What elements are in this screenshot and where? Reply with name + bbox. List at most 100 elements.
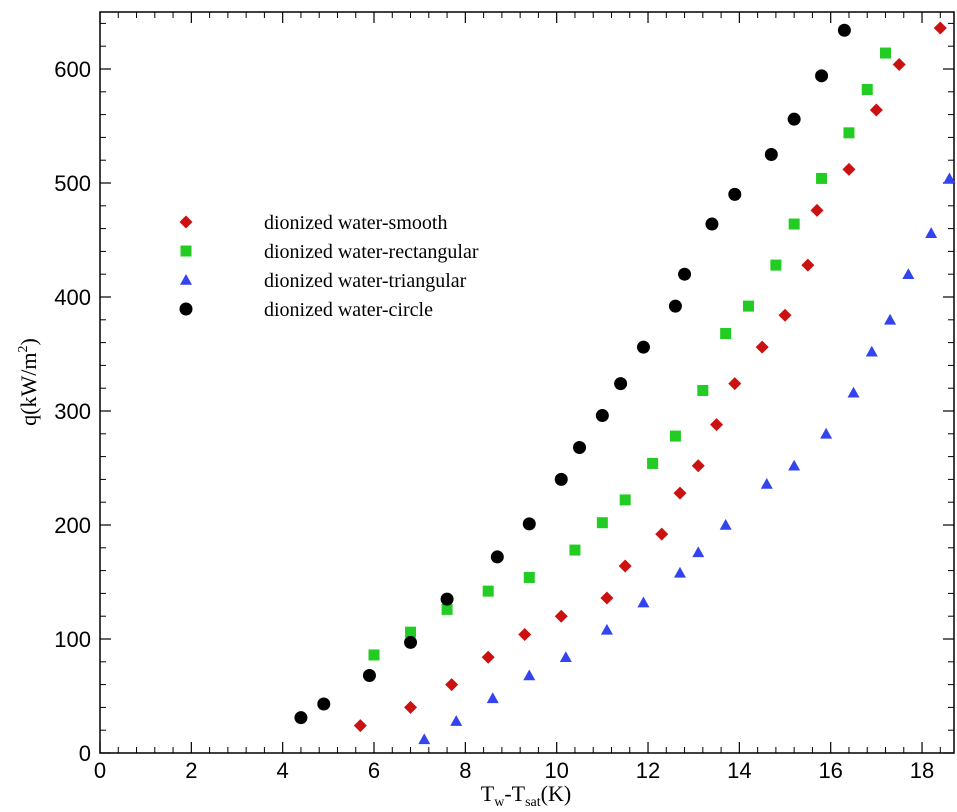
data-point-square xyxy=(647,457,659,469)
y-tick-label: 0 xyxy=(79,741,91,766)
data-point-circle xyxy=(490,550,504,564)
series-dionized-water-triangular xyxy=(418,172,956,745)
data-point-diamond xyxy=(655,527,669,541)
data-point-triangle xyxy=(943,172,956,184)
data-point-square xyxy=(843,127,855,139)
axis-ticks: 0 2 4 6 8 10 12 14 16 18 0 100 200 300 400 500 600 xyxy=(54,12,954,783)
x-label-sub2: sat xyxy=(525,795,541,807)
data-point-circle xyxy=(705,217,719,231)
y-tick-label: 500 xyxy=(54,171,91,196)
series-dionized-water-smooth xyxy=(353,21,947,733)
legend-label: dionized water-circle xyxy=(264,299,433,321)
data-point-circle xyxy=(317,697,331,711)
data-markers xyxy=(294,21,956,745)
x-tick-label: 10 xyxy=(544,758,568,783)
data-point-triangle xyxy=(884,313,897,325)
data-point-triangle xyxy=(559,651,572,663)
data-point-diamond xyxy=(353,719,367,733)
data-point-circle xyxy=(440,592,454,606)
data-point-diamond xyxy=(673,486,687,500)
x-label-unit: (K) xyxy=(541,781,572,806)
x-tick-label: 8 xyxy=(459,758,471,783)
legend: dionized water-smooth dionized water-rect… xyxy=(179,212,479,321)
data-point-diamond xyxy=(600,591,614,605)
y-label-close: ) xyxy=(16,338,41,345)
x-label-sep: -T xyxy=(504,781,525,806)
data-point-square xyxy=(697,384,709,396)
data-point-triangle xyxy=(418,733,431,745)
data-point-circle xyxy=(614,377,628,391)
data-point-square xyxy=(861,84,873,96)
y-tick-label: 300 xyxy=(54,399,91,424)
data-point-diamond xyxy=(481,650,495,664)
data-point-diamond xyxy=(801,258,815,272)
data-point-diamond xyxy=(728,377,742,391)
data-point-diamond xyxy=(554,609,568,623)
data-point-circle xyxy=(837,23,851,37)
y-label-sup: 2 xyxy=(16,346,31,353)
data-point-square xyxy=(368,649,380,661)
data-point-square xyxy=(816,172,828,184)
data-point-diamond xyxy=(892,57,906,71)
data-point-circle xyxy=(787,112,801,126)
data-point-triangle xyxy=(865,345,878,357)
data-point-diamond xyxy=(691,459,705,473)
data-point-diamond xyxy=(933,21,947,35)
legend-label: dionized water-smooth xyxy=(264,212,447,234)
x-tick-label: 2 xyxy=(185,758,197,783)
data-point-triangle xyxy=(925,227,938,238)
legend-label: dionized water-triangular xyxy=(264,270,467,292)
x-tick-label: 4 xyxy=(277,758,289,783)
data-point-triangle xyxy=(486,692,499,704)
data-point-triangle xyxy=(719,519,732,530)
data-point-triangle xyxy=(523,669,536,681)
data-point-diamond xyxy=(445,678,459,692)
series-dionized-water-rectangular xyxy=(368,47,891,661)
data-point-circle xyxy=(404,635,418,649)
x-label-sub1: w xyxy=(494,795,505,807)
data-point-square xyxy=(482,585,494,597)
y-tick-label: 200 xyxy=(54,513,91,538)
data-point-diamond xyxy=(778,308,792,322)
y-tick-label: 600 xyxy=(54,57,91,82)
data-point-triangle xyxy=(820,427,833,439)
x-tick-label: 0 xyxy=(94,758,106,783)
x-tick-label: 6 xyxy=(368,758,380,783)
data-point-circle xyxy=(595,409,609,423)
data-point-diamond xyxy=(618,559,632,573)
data-point-square xyxy=(879,47,891,59)
data-point-diamond xyxy=(710,418,724,432)
y-label-main: q(kW/m xyxy=(16,353,41,426)
data-point-circle xyxy=(554,472,568,486)
data-point-diamond xyxy=(842,162,856,176)
data-point-square xyxy=(788,218,800,230)
data-point-triangle xyxy=(673,566,686,578)
data-point-triangle xyxy=(847,386,860,398)
x-label-main: T xyxy=(481,781,495,806)
data-point-circle xyxy=(764,148,778,161)
data-point-square xyxy=(596,517,608,529)
data-point-square xyxy=(405,626,417,638)
x-tick-label: 16 xyxy=(818,758,842,783)
legend-marker-square xyxy=(180,245,192,257)
x-tick-label: 14 xyxy=(727,758,751,783)
data-point-circle xyxy=(573,440,587,454)
data-point-diamond xyxy=(810,203,824,217)
data-point-triangle xyxy=(637,596,650,608)
data-point-diamond xyxy=(869,103,883,117)
series-dionized-water-circle xyxy=(294,23,851,725)
data-point-circle xyxy=(678,267,692,281)
data-point-circle xyxy=(668,299,682,313)
y-tick-label: 400 xyxy=(54,285,91,310)
data-point-diamond xyxy=(518,627,532,641)
data-point-diamond xyxy=(755,340,769,354)
data-point-circle xyxy=(362,668,376,682)
legend-marker-circle xyxy=(179,302,193,316)
data-point-square xyxy=(619,494,631,506)
legend-marker-triangle xyxy=(180,274,192,285)
data-point-triangle xyxy=(902,268,915,279)
y-tick-label: 100 xyxy=(54,627,91,652)
legend-label: dionized water-rectangular xyxy=(264,241,479,263)
